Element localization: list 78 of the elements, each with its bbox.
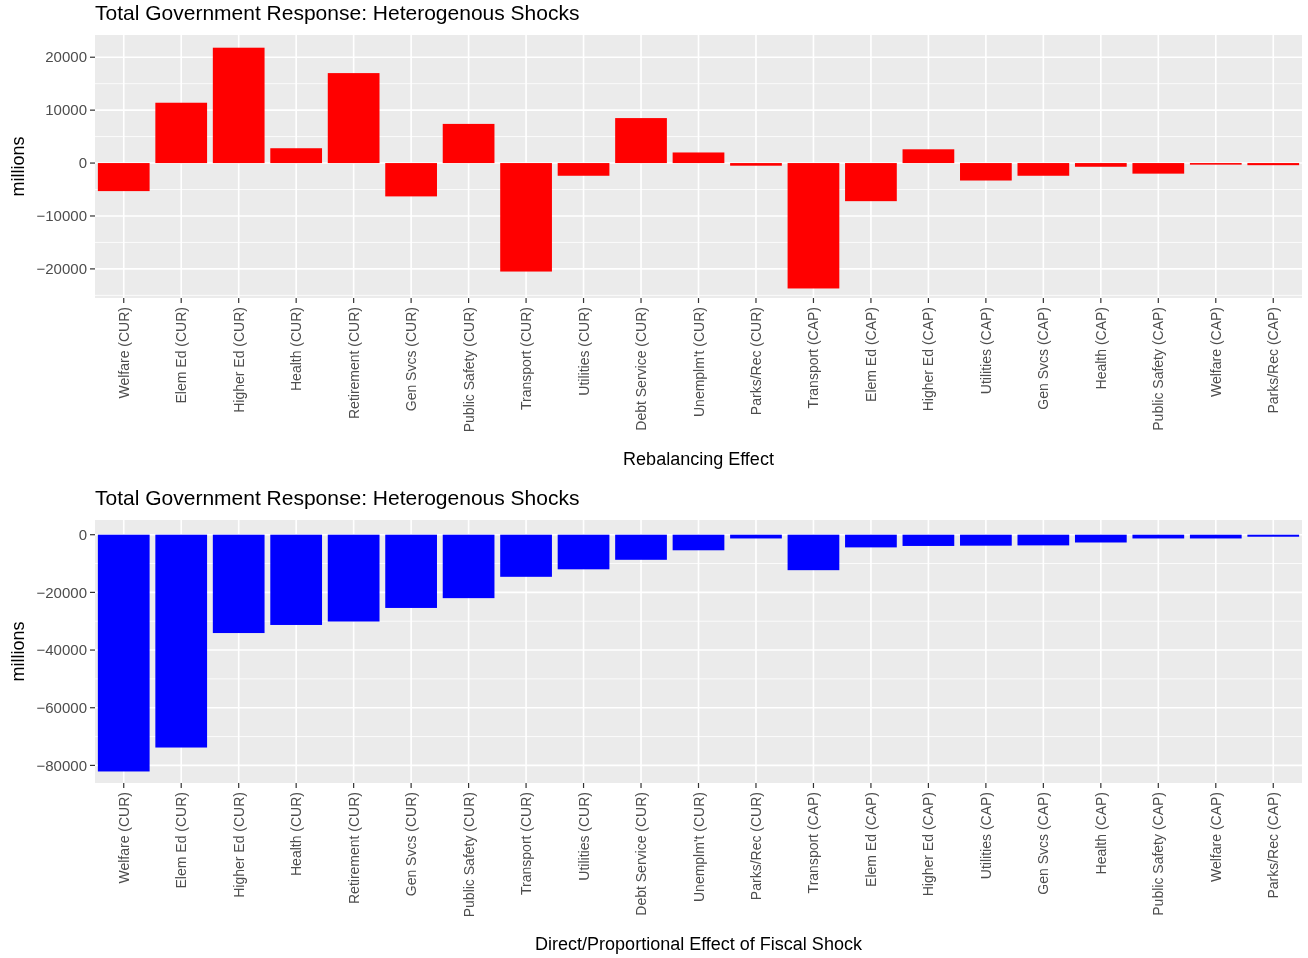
- x-tick-label: Gen Svcs (CAP): [1035, 307, 1052, 410]
- x-tick-label: Utilities (CUR): [575, 307, 592, 396]
- y-tick-label: −40000: [36, 641, 87, 659]
- y-axis-title: millions: [8, 136, 28, 197]
- bar: [155, 102, 208, 164]
- y-tick-label: −20000: [36, 260, 87, 278]
- bar: [442, 123, 495, 164]
- chart-title: Total Government Response: Heterogenous Shocks: [95, 1, 580, 24]
- y-tick-label: −60000: [36, 698, 87, 716]
- bar: [615, 118, 667, 164]
- x-tick-label: Public Safety (CUR): [460, 307, 477, 433]
- x-tick-label: Health (CUR): [288, 307, 305, 392]
- y-tick-label: 0: [78, 525, 87, 543]
- y-axis-title: millions: [8, 621, 28, 682]
- bar: [270, 148, 323, 164]
- x-tick-label: Parks/Rec (CUR): [747, 307, 764, 416]
- x-tick-label: Utilities (CUR): [575, 792, 592, 881]
- x-tick-label: Utilities (CAP): [977, 792, 994, 880]
- bar: [1017, 163, 1070, 176]
- x-tick-label: Gen Svcs (CUR): [403, 792, 420, 897]
- x-tick-label: Health (CUR): [288, 792, 305, 877]
- y-tick-label: −80000: [36, 756, 87, 774]
- bar: [845, 163, 897, 202]
- bar: [97, 163, 150, 192]
- x-tick-label: Utilities (CAP): [977, 307, 994, 395]
- y-tick-label: −10000: [36, 207, 87, 225]
- x-tick-label: Debt Service (CUR): [633, 307, 650, 431]
- x-tick-label: Gen Svcs (CAP): [1035, 792, 1052, 895]
- x-tick-label: Welfare (CUR): [115, 307, 132, 399]
- y-tick-label: 0: [78, 154, 87, 172]
- bar: [1247, 163, 1300, 166]
- x-tick-label: Transport (CAP): [805, 792, 822, 894]
- x-axis-title: Direct/Proportional Effect of Fiscal Shock: [535, 934, 863, 954]
- bar: [672, 152, 725, 164]
- x-tick-label: Higher Ed (CUR): [230, 307, 247, 413]
- x-tick-label: Transport (CAP): [805, 307, 822, 409]
- x-axis-title: Rebalancing Effect: [623, 449, 774, 469]
- x-tick-label: Unemplm't (CUR): [690, 307, 707, 418]
- y-tick-label: 20000: [45, 48, 87, 66]
- x-tick-label: Health (CAP): [1092, 792, 1109, 875]
- bar: [500, 163, 552, 272]
- bar: [557, 163, 610, 176]
- x-tick-label: Welfare (CAP): [1207, 792, 1224, 882]
- x-tick-label: Welfare (CAP): [1207, 307, 1224, 397]
- chart-title: Total Government Response: Heterogenous Shocks: [95, 486, 580, 509]
- x-tick-label: Health (CAP): [1092, 307, 1109, 390]
- bar: [1074, 163, 1127, 167]
- x-tick-label: Elem Ed (CUR): [173, 792, 190, 889]
- bar: [902, 149, 955, 164]
- x-tick-label: Retirement (CUR): [345, 307, 362, 420]
- y-tick-label: 10000: [45, 101, 87, 119]
- x-tick-label: Public Safety (CAP): [1150, 307, 1167, 431]
- x-tick-label: Gen Svcs (CUR): [403, 307, 420, 412]
- x-tick-label: Debt Service (CUR): [633, 792, 650, 916]
- x-tick-label: Unemplm't (CUR): [690, 792, 707, 903]
- x-tick-label: Welfare (CUR): [115, 792, 132, 884]
- x-tick-label: Elem Ed (CUR): [173, 307, 190, 404]
- x-tick-label: Public Safety (CAP): [1150, 792, 1167, 916]
- y-tick-label: −20000: [36, 583, 87, 601]
- bar: [960, 163, 1012, 181]
- bar: [730, 163, 782, 166]
- x-tick-label: Transport (CUR): [518, 792, 535, 895]
- bar: [212, 47, 265, 164]
- x-tick-label: Retirement (CUR): [345, 792, 362, 905]
- x-tick-label: Higher Ed (CAP): [920, 792, 937, 897]
- bar: [385, 163, 437, 197]
- bar: [327, 73, 380, 164]
- x-tick-label: Elem Ed (CAP): [862, 792, 879, 887]
- bar: [1132, 163, 1185, 174]
- bar: [787, 163, 840, 289]
- x-tick-label: Transport (CUR): [518, 307, 535, 410]
- x-tick-label: Public Safety (CUR): [460, 792, 477, 918]
- x-tick-label: Parks/Rec (CAP): [1265, 307, 1282, 414]
- x-tick-label: Parks/Rec (CAP): [1265, 792, 1282, 899]
- x-tick-label: Higher Ed (CUR): [230, 792, 247, 898]
- x-tick-label: Parks/Rec (CUR): [747, 792, 764, 901]
- x-tick-label: Elem Ed (CAP): [862, 307, 879, 402]
- x-tick-label: Higher Ed (CAP): [920, 307, 937, 412]
